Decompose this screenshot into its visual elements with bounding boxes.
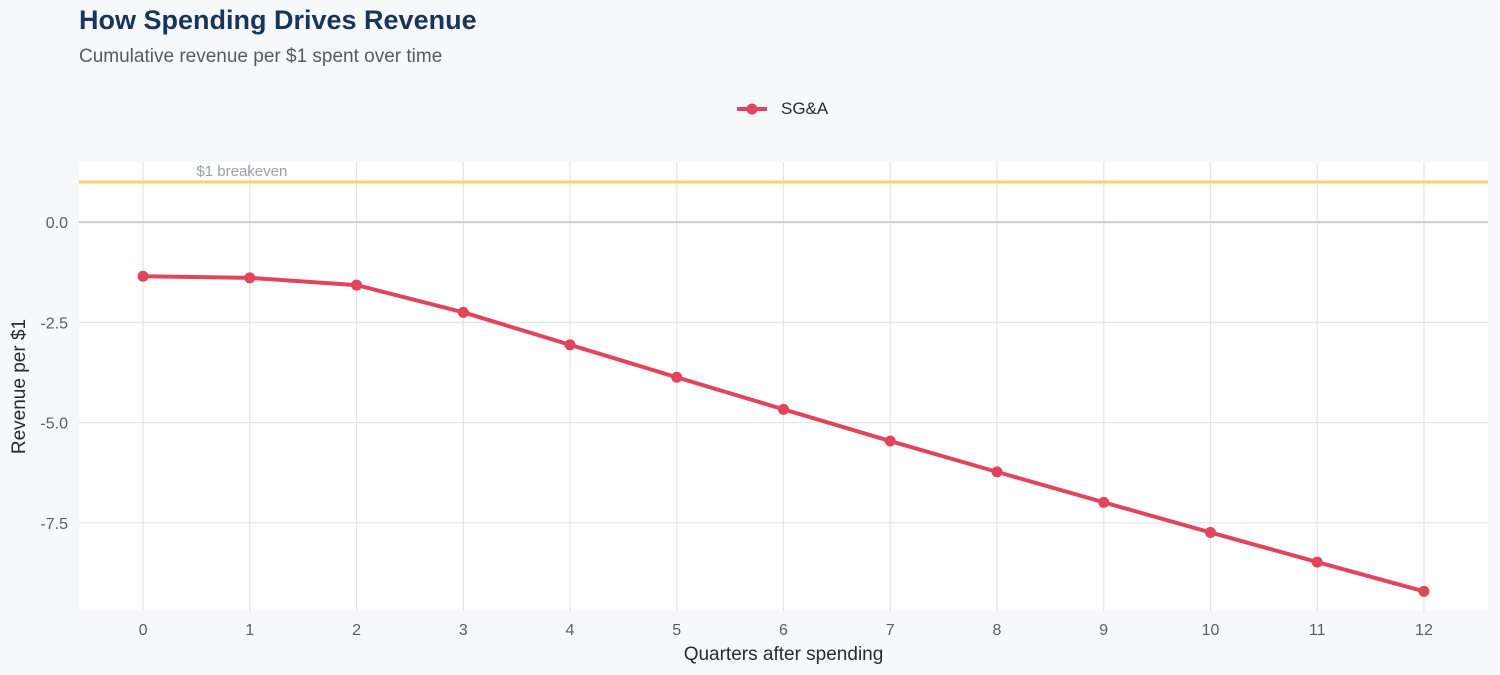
y-tick-label: -5.0 bbox=[40, 416, 68, 433]
data-point-sga bbox=[1204, 526, 1216, 538]
breakeven-label: $1 breakeven bbox=[196, 163, 287, 180]
legend-key-sga bbox=[737, 103, 767, 115]
x-tick-label: 3 bbox=[459, 622, 468, 639]
x-tick-label: 0 bbox=[139, 622, 148, 639]
data-point-sga bbox=[351, 279, 363, 291]
x-tick-label: 1 bbox=[245, 622, 254, 639]
x-tick-label: 11 bbox=[1309, 622, 1326, 639]
data-point-sga bbox=[1311, 556, 1323, 568]
legend-label-sga: SG&A bbox=[781, 99, 829, 118]
y-axis-title: Revenue per $1 bbox=[9, 319, 30, 454]
data-point-sga bbox=[884, 435, 896, 447]
y-tick-label: -7.5 bbox=[40, 516, 68, 533]
data-point-sga bbox=[564, 339, 576, 351]
x-tick-label: 6 bbox=[779, 622, 788, 639]
x-tick-label: 9 bbox=[1099, 622, 1108, 639]
x-tick-label: 7 bbox=[886, 622, 895, 639]
x-tick-label: 4 bbox=[566, 622, 575, 639]
data-point-sga bbox=[991, 466, 1003, 478]
x-axis-title: Quarters after spending bbox=[684, 644, 884, 665]
data-point-sga bbox=[1098, 496, 1110, 508]
x-tick-label: 2 bbox=[352, 622, 361, 639]
chart-title: How Spending Drives Revenue bbox=[79, 5, 477, 35]
data-point-sga bbox=[457, 306, 469, 318]
x-tick-label: 10 bbox=[1202, 622, 1220, 639]
data-point-sga bbox=[778, 403, 789, 415]
data-point-sga bbox=[244, 272, 256, 284]
chart-subtitle: Cumulative revenue per $1 spent over tim… bbox=[79, 46, 443, 67]
legend: SG&A bbox=[737, 97, 828, 121]
x-tick-label: 5 bbox=[672, 622, 681, 639]
x-tick-label: 12 bbox=[1415, 622, 1433, 639]
y-tick-label: -2.5 bbox=[40, 315, 68, 332]
data-point-sga bbox=[137, 270, 149, 282]
y-tick-label: 0.0 bbox=[46, 215, 68, 232]
data-point-sga bbox=[671, 371, 683, 383]
data-point-sga bbox=[1418, 585, 1430, 597]
x-tick-label: 8 bbox=[993, 622, 1002, 639]
